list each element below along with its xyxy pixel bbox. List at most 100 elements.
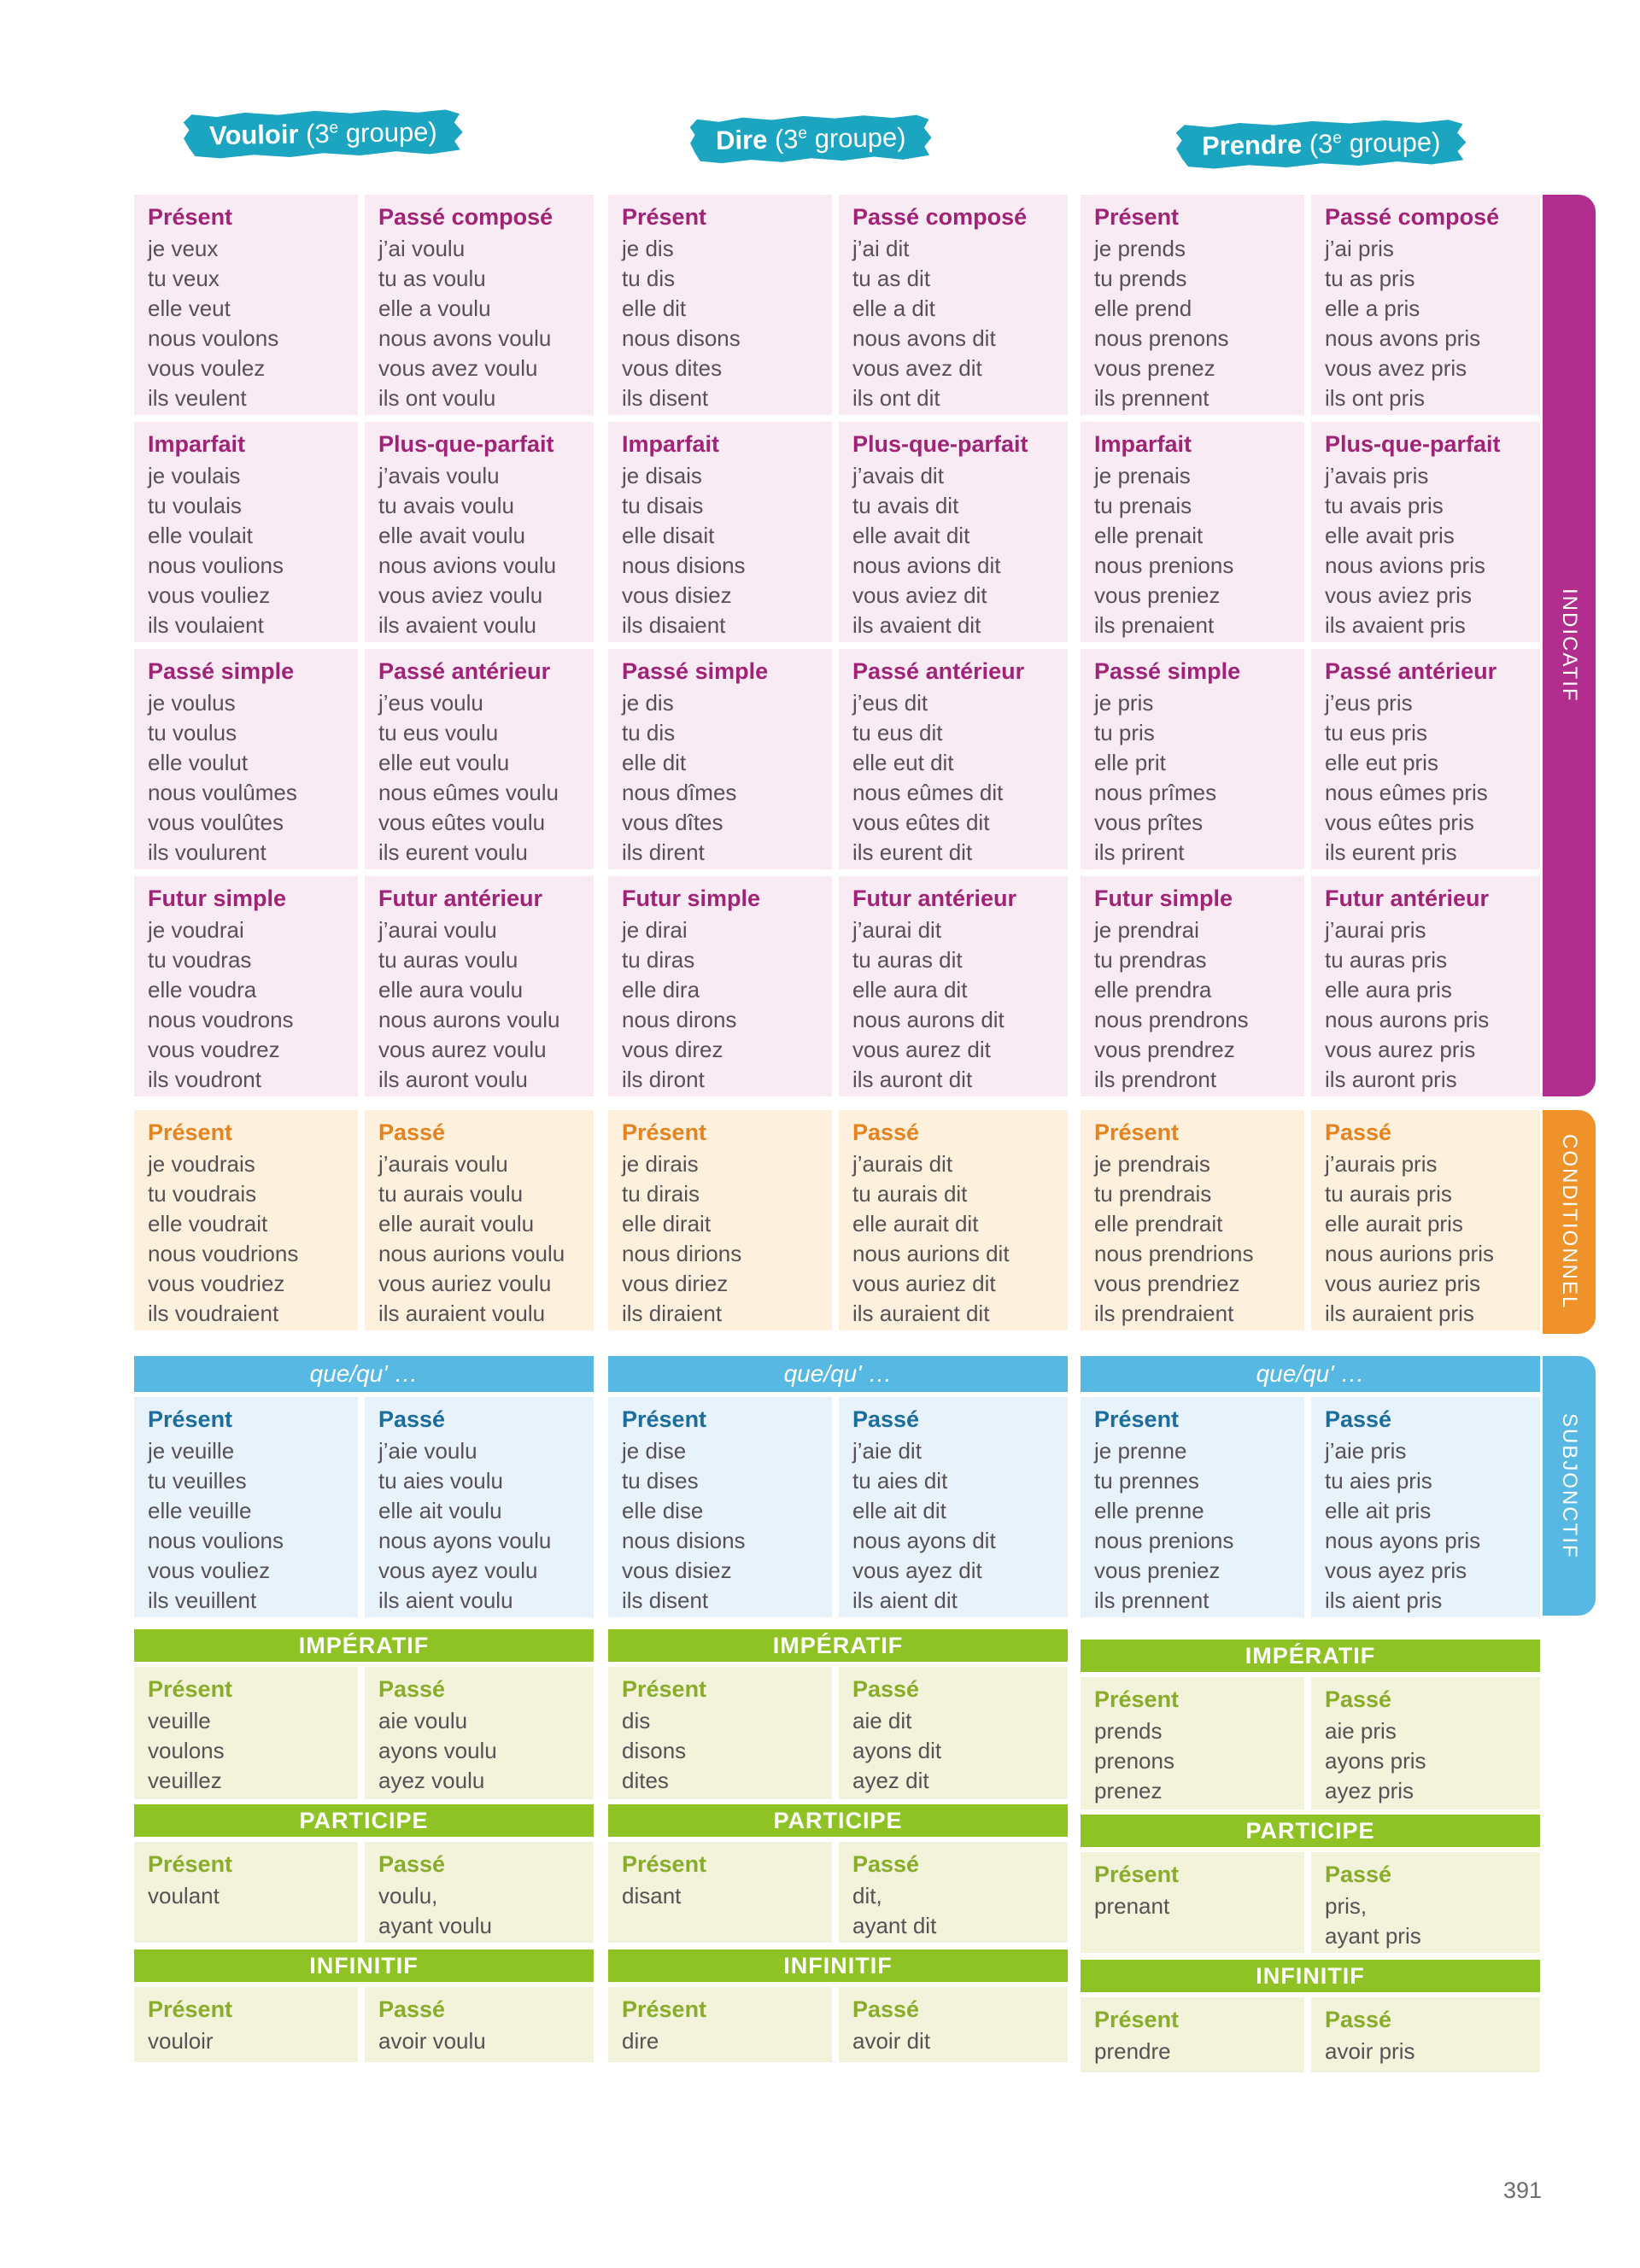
indicatif-cell: Futur antérieur j’aurai voulu tu auras vou… <box>365 876 594 1096</box>
tense-title: Présent <box>1094 1862 1180 1887</box>
infinitif-cell: Présent vouloir <box>134 1987 358 2062</box>
conjugated-form: j’aie dit <box>852 1438 922 1464</box>
tab-indicatif: INDICATIF <box>1543 195 1596 1096</box>
conjugated-form: vous ayez pris <box>1325 1558 1467 1583</box>
participe-grid: Présent disant Passé dit, ayant dit <box>608 1842 1068 1943</box>
tense-title: Passé <box>852 1996 920 2022</box>
conjugated-form: je disais <box>622 463 702 488</box>
tense-title: Présent <box>148 1406 233 1432</box>
conditionnel-cell: Présent je voudrais tu voudrais elle voudra… <box>134 1110 358 1330</box>
conjugated-form: nous voudrions <box>148 1241 299 1266</box>
tense-title: Présent <box>622 1406 707 1432</box>
conjugated-form: elle prend <box>1094 295 1192 321</box>
conjugated-form: avoir voulu <box>378 2028 486 2054</box>
participe-header-bar: PARTICIPE <box>134 1804 594 1837</box>
conjugated-form: nous avions dit <box>852 552 1001 578</box>
conjugated-form: tu prends <box>1094 266 1187 291</box>
conjugated-form: tu aurais voulu <box>378 1181 524 1207</box>
conjugated-form: elle prit <box>1094 750 1166 775</box>
tab-conditionnel: CONDITIONNEL <box>1543 1110 1596 1334</box>
conjugated-form: elle aura voulu <box>378 977 524 1002</box>
tense-title: Passé composé <box>1325 204 1500 230</box>
conjugated-form: tu aurais pris <box>1325 1181 1452 1207</box>
participe-header-bar: PARTICIPE <box>608 1804 1068 1837</box>
conjugated-form: nous avions pris <box>1325 552 1485 578</box>
conditionnel-cell: Passé j’aurais voulu tu aurais voulu elle a… <box>365 1110 594 1330</box>
conditionnel-grid: Présent je dirais tu dirais elle dirait nous… <box>608 1110 1068 1330</box>
conditionnel-cell: Présent je dirais tu dirais elle dirait nous… <box>608 1110 832 1330</box>
conjugated-form: prenant <box>1094 1893 1170 1919</box>
tense-title: Passé <box>378 1676 446 1702</box>
conjugated-form: dis <box>622 1708 651 1733</box>
conjugated-form: j’avais voulu <box>378 463 500 488</box>
conjugated-form: ils veuillent <box>148 1587 257 1613</box>
conjugated-form: elle eut pris <box>1325 750 1438 775</box>
conjugated-form: nous aurons dit <box>852 1007 1004 1032</box>
conjugated-form: elle voudrait <box>148 1211 268 1236</box>
conjugated-form: nous disions <box>622 1528 746 1553</box>
imperatif-cell: Présent dis disons dites <box>608 1667 832 1799</box>
conjugated-form: tu voudrais <box>148 1181 257 1207</box>
conjugated-form: ils dirent <box>622 839 705 865</box>
conjugated-form: je prenais <box>1094 463 1191 488</box>
conjugated-form: vous voulez <box>148 355 266 381</box>
conjugated-form: elle eut dit <box>852 750 954 775</box>
conjugated-form: elle aurait voulu <box>378 1211 535 1236</box>
conjugated-form: ils auraient pris <box>1325 1301 1474 1326</box>
tense-title: Passé composé <box>378 204 554 230</box>
indicatif-grid: Présent je dis tu dis elle dit nous disons vo… <box>608 195 1068 1096</box>
conjugated-form: nous aurions voulu <box>378 1241 565 1266</box>
conjugated-form: nous prenions <box>1094 552 1234 578</box>
conjugated-form: veuille <box>148 1708 211 1733</box>
conjugated-form: ils voulaient <box>148 612 264 638</box>
conjugated-form: vous ayez dit <box>852 1558 982 1583</box>
conjugated-form: tu veuilles <box>148 1468 247 1493</box>
conjugated-form: nous aurons voulu <box>378 1007 560 1032</box>
conjugated-form: je dis <box>622 236 674 261</box>
participe-header-bar: PARTICIPE <box>1081 1815 1540 1847</box>
participe-cell: Présent disant <box>608 1842 832 1943</box>
conditionnel-grid: Présent je prendrais tu prendrais elle pren… <box>1081 1110 1540 1330</box>
conjugated-form: nous prenions <box>1094 1528 1234 1553</box>
conjugated-form: voulant <box>148 1883 220 1909</box>
conjugated-form: ils auraient dit <box>852 1301 990 1326</box>
conjugated-form: elle dirait <box>622 1211 712 1236</box>
conjugated-form: tu voulais <box>148 493 242 518</box>
page-number: 391 <box>1503 2177 1543 2203</box>
indicatif-cell: Passé composé j’ai dit tu as dit elle a dit… <box>839 195 1068 415</box>
conjugated-form: ils prendraient <box>1094 1301 1234 1326</box>
conjugated-form: j’aurai dit <box>852 917 942 943</box>
conjugated-form: je voulus <box>148 690 236 716</box>
conjugated-form: ils prendront <box>1094 1067 1217 1092</box>
infinitif-grid: Présent prendre Passé avoir pris <box>1081 1997 1540 2072</box>
conjugated-form: nous eûmes dit <box>852 780 1004 805</box>
conjugated-form: ils avaient dit <box>852 612 981 638</box>
verb-group-label: (3e groupe) <box>298 116 438 149</box>
conjugated-form: ils prennent <box>1094 1587 1210 1613</box>
subjonctif-cell: Présent je dise tu dises elle dise nous disi… <box>608 1397 832 1617</box>
conjugated-form: tu voulus <box>148 720 237 745</box>
tense-title: Présent <box>622 1676 707 1702</box>
tense-title: Passé <box>852 1851 920 1877</box>
conjugated-form: ayez voulu <box>378 1768 485 1793</box>
badge-row: Dire (3e groupe) <box>608 109 1068 158</box>
tense-title: Imparfait <box>622 431 720 457</box>
conjugated-form: ils voudront <box>148 1067 261 1092</box>
conjugated-form: elle a voulu <box>378 295 491 321</box>
conjugated-form: j’ai pris <box>1325 236 1394 261</box>
indicatif-grid: Présent je veux tu veux elle veut nous voulo… <box>134 195 594 1096</box>
tense-title: Plus-que-parfait <box>852 431 1028 457</box>
conjugated-form: vous avez pris <box>1325 355 1467 381</box>
conjugated-form: prenez <box>1094 1778 1163 1803</box>
subjonctif-que-bar: que/qu' … <box>1081 1356 1540 1392</box>
conjugated-form: j’aurais dit <box>852 1151 953 1177</box>
tense-title: Passé antérieur <box>1325 658 1497 684</box>
conjugated-form: elle voudra <box>148 977 257 1002</box>
indicatif-cell: Plus-que-parfait j’avais pris tu avais pri… <box>1311 422 1540 642</box>
conjugated-form: elle dit <box>622 295 687 321</box>
indicatif-cell: Futur antérieur j’aurai pris tu auras pris… <box>1311 876 1540 1096</box>
subjonctif-grid: Présent je prenne tu prennes elle prenne nou… <box>1081 1397 1540 1617</box>
tense-title: Présent <box>622 1119 707 1145</box>
conjugated-form: elle veut <box>148 295 231 321</box>
conjugated-form: vous voudriez <box>148 1271 285 1296</box>
